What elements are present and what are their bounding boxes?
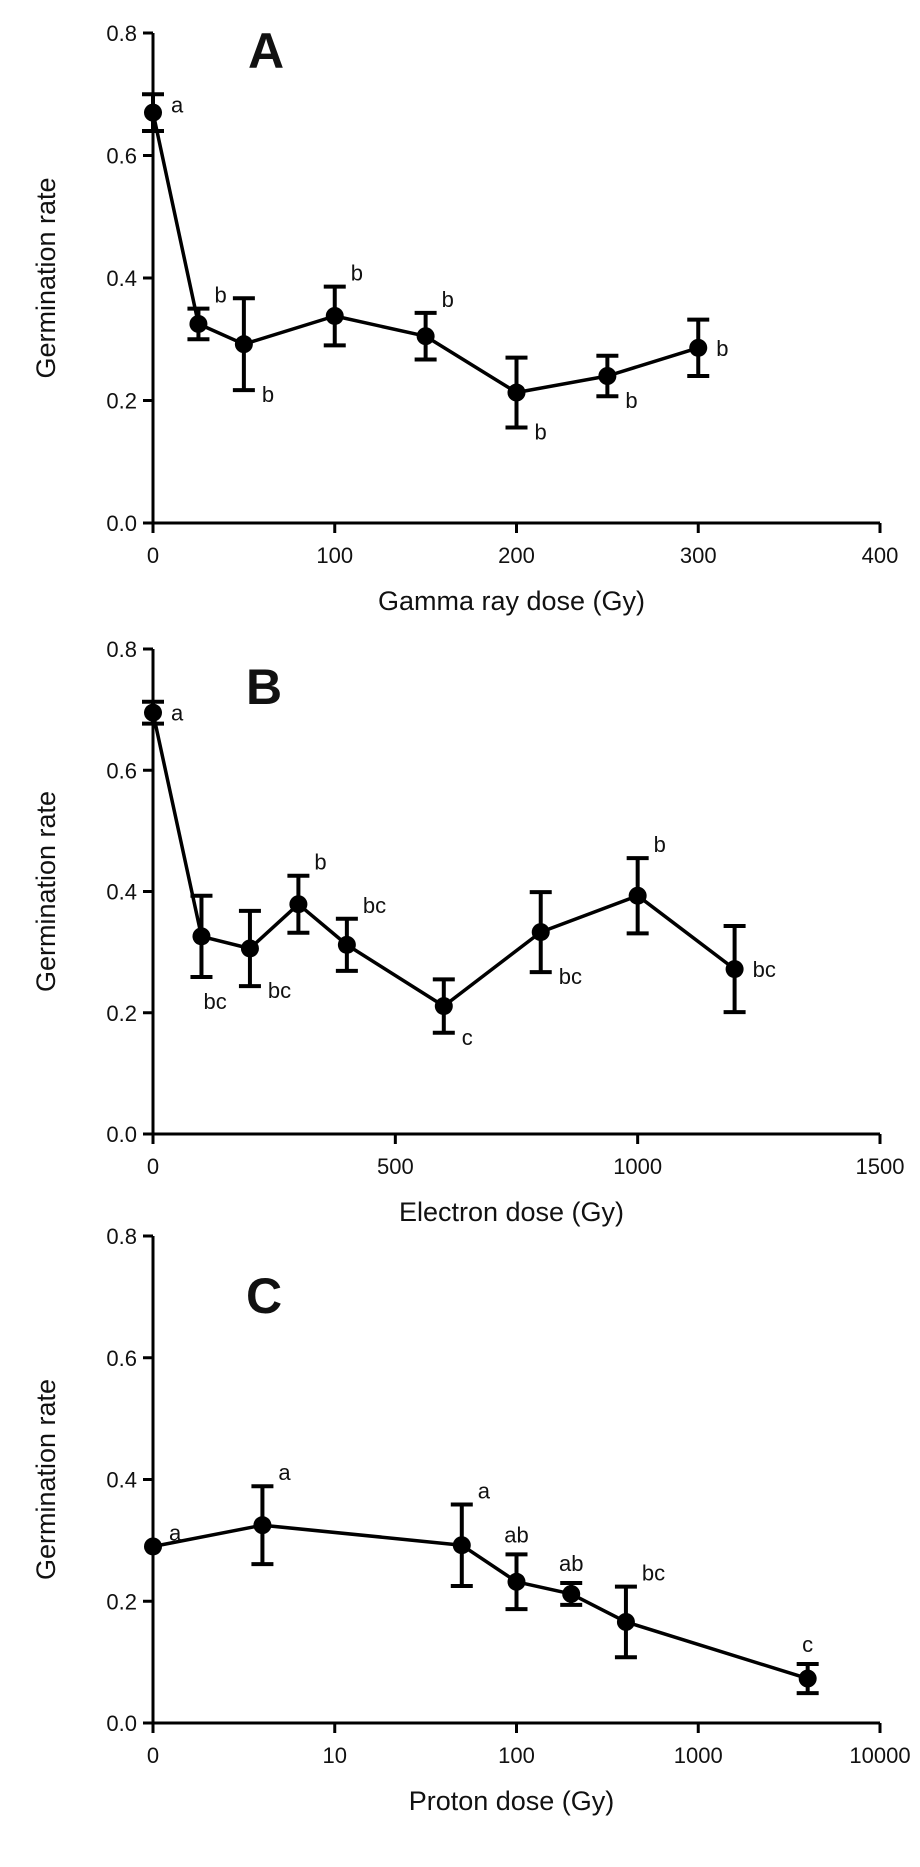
significance-label: b <box>654 832 666 857</box>
significance-label: b <box>716 336 728 361</box>
x-tick-label: 1000 <box>613 1154 662 1179</box>
y-tick-label: 0.2 <box>106 389 137 414</box>
significance-label: b <box>625 388 637 413</box>
significance-label: bc <box>268 978 291 1003</box>
significance-label: ab <box>559 1551 583 1576</box>
x-tick-label: 0 <box>147 543 159 568</box>
data-point <box>628 886 647 905</box>
x-tick-label: 200 <box>498 543 535 568</box>
data-point <box>616 1612 635 1631</box>
significance-label: bc <box>753 957 776 982</box>
y-tick-label: 0.6 <box>106 1346 137 1371</box>
significance-label: b <box>442 287 454 312</box>
x-tick-label: 100 <box>316 543 353 568</box>
significance-label: b <box>262 382 274 407</box>
data-point <box>507 383 526 402</box>
y-tick-label: 0.4 <box>106 880 137 905</box>
data-point <box>240 939 259 958</box>
data-point <box>192 927 211 946</box>
y-tick-label: 0.4 <box>106 266 137 291</box>
y-tick-label: 0.6 <box>106 144 137 169</box>
significance-label: a <box>169 1520 182 1545</box>
y-axis-title: Germination rate <box>31 1379 61 1580</box>
significance-label: c <box>802 1632 813 1657</box>
data-point <box>689 338 708 357</box>
x-axis-title: Proton dose (Gy) <box>409 1786 615 1816</box>
y-tick-label: 0.8 <box>106 21 137 46</box>
data-point <box>725 960 744 979</box>
panel-letter: A <box>248 23 284 79</box>
data-point <box>434 997 453 1016</box>
data-point <box>598 367 617 385</box>
x-axis-title: Gamma ray dose (Gy) <box>378 586 645 616</box>
x-tick-label: 300 <box>680 543 717 568</box>
y-tick-label: 0.4 <box>106 1468 137 1493</box>
y-tick-label: 0.0 <box>106 1711 137 1736</box>
x-tick-label: 0 <box>147 1743 159 1768</box>
data-point <box>337 935 356 954</box>
x-tick-label: 0 <box>147 1154 159 1179</box>
y-tick-label: 0.2 <box>106 1589 137 1614</box>
data-point <box>234 335 253 354</box>
data-point <box>189 314 208 333</box>
significance-label: c <box>462 1025 473 1050</box>
significance-label: bc <box>642 1561 665 1586</box>
chart-panel-c: 0.0 0.2 0.4 0.6 0.8 0 10 100 1000 10000 Germinatio… <box>31 1224 911 1816</box>
data-point <box>507 1572 526 1591</box>
panel-letter: C <box>246 1268 282 1324</box>
y-axis-title: Germination rate <box>31 177 61 378</box>
significance-label: ab <box>504 1522 528 1547</box>
significance-label: b <box>214 283 226 308</box>
x-axis-title: Electron dose (Gy) <box>399 1197 624 1227</box>
x-tick-label: 500 <box>377 1154 414 1179</box>
data-point <box>144 1537 162 1556</box>
data-point <box>144 103 162 122</box>
significance-label: bc <box>363 893 386 918</box>
x-tick-label: 1000 <box>674 1743 723 1768</box>
data-point <box>562 1584 581 1603</box>
y-tick-label: 0.8 <box>106 1224 137 1249</box>
significance-label: b <box>535 419 547 444</box>
significance-label: a <box>278 1460 291 1485</box>
data-point <box>289 895 308 914</box>
y-tick-label: 0.0 <box>106 1122 137 1147</box>
chart-panel-b: 0.0 0.2 0.4 0.6 0.8 0 500 1000 1500 Germination r… <box>31 637 904 1227</box>
x-tick-label: 400 <box>862 543 899 568</box>
chart-panel-a: 0.0 0.2 0.4 0.6 0.8 0 100 200 300 400 Germination … <box>31 21 898 616</box>
panel-letter: B <box>246 659 282 715</box>
x-tick-label: 10000 <box>849 1743 910 1768</box>
significance-label: bc <box>203 989 226 1014</box>
significance-label: b <box>314 850 326 875</box>
y-axis-title: Germination rate <box>31 791 61 992</box>
significance-label: bc <box>559 964 582 989</box>
data-point <box>325 306 344 325</box>
significance-label: a <box>171 93 184 118</box>
data-point <box>144 703 162 722</box>
data-point <box>798 1669 817 1688</box>
y-tick-label: 0.6 <box>106 758 137 783</box>
data-point <box>531 923 550 942</box>
y-tick-label: 0.0 <box>106 511 137 536</box>
data-point <box>253 1516 272 1535</box>
significance-label: a <box>478 1478 491 1503</box>
y-tick-label: 0.8 <box>106 637 137 662</box>
x-tick-label: 100 <box>498 1743 535 1768</box>
y-tick-label: 0.2 <box>106 1001 137 1026</box>
data-point <box>416 327 435 346</box>
significance-label: a <box>171 701 184 726</box>
series-line <box>152 1523 809 1681</box>
x-tick-label: 1500 <box>856 1154 905 1179</box>
x-tick-label: 10 <box>323 1743 347 1768</box>
data-point <box>452 1536 471 1555</box>
significance-label: b <box>351 261 363 286</box>
